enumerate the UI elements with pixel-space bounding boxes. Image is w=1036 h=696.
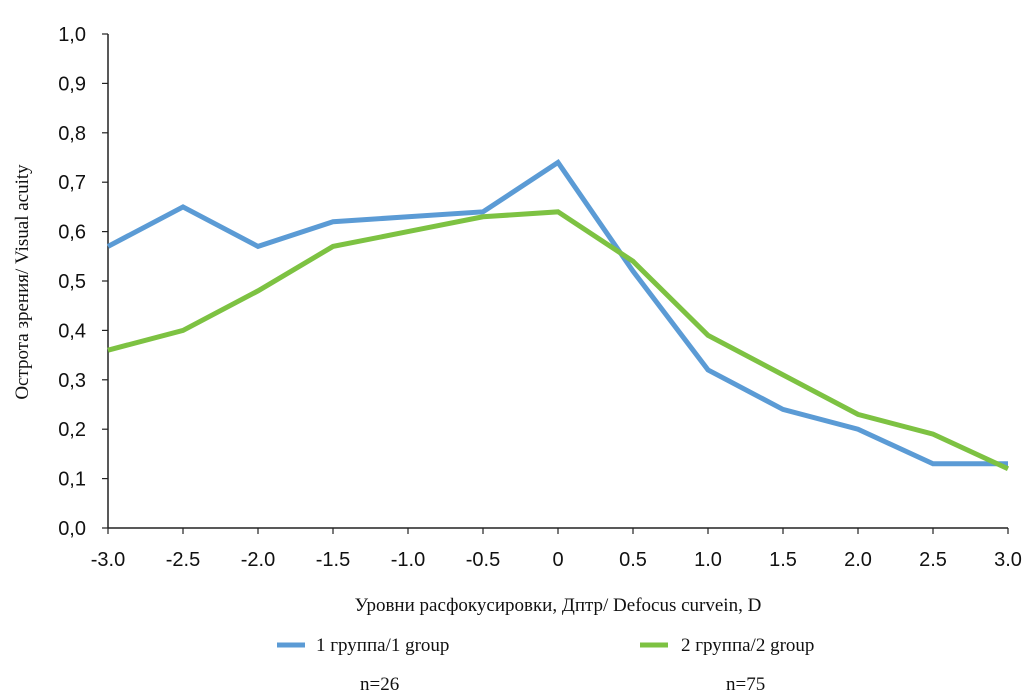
y-axis: 0,0 0,1 0,2 0,3 0,4 0,5 0,6 0,7 0,8 0,9 1,0 xyxy=(58,24,109,540)
y-tick-label: 0,4 xyxy=(58,320,86,342)
x-tick-label: -1.5 xyxy=(316,549,350,571)
x-tick-label: 1.0 xyxy=(694,549,722,571)
x-tick-label: 0 xyxy=(552,549,563,571)
y-tick-label: 0,6 xyxy=(58,222,86,244)
x-axis: -3.0 -2.5 -2.0 -1.5 -1.0 -0.5 0 0.5 1.0 1.5 2.0 2.5… xyxy=(91,527,1022,571)
legend: 1 группа/1 group n=26 2 группа/2 group n… xyxy=(277,635,814,695)
y-tick-label: 0,7 xyxy=(58,172,86,194)
y-tick-label: 0,8 xyxy=(58,123,86,145)
legend-n-group-1: n=26 xyxy=(360,674,399,695)
y-tick-label: 0,3 xyxy=(58,370,86,392)
series-line-group-1 xyxy=(106,159,1008,467)
y-tick-label: 1,0 xyxy=(58,24,86,46)
y-tick-label: 0,5 xyxy=(58,271,86,293)
x-tick-label: 0.5 xyxy=(619,549,647,571)
x-axis-label: Уровни расфокусировки, Дптр/ Defocus cur… xyxy=(355,595,762,616)
y-tick-label: 0,1 xyxy=(58,469,86,491)
legend-n-group-2: n=75 xyxy=(726,674,765,695)
x-tick-label: 3.0 xyxy=(994,549,1022,571)
series-line-group-2 xyxy=(107,209,1010,471)
y-tick-label: 0,2 xyxy=(58,419,86,441)
y-tick-label: 0,9 xyxy=(58,73,86,95)
x-tick-label: 2.5 xyxy=(919,549,947,571)
x-tick-label: -0.5 xyxy=(466,549,500,571)
x-tick-label: -2.0 xyxy=(241,549,275,571)
x-tick-label: -1.0 xyxy=(391,549,425,571)
y-tick-label: 0,0 xyxy=(58,518,86,540)
legend-label-group-1: 1 группа/1 group xyxy=(316,635,449,656)
legend-label-group-2: 2 группа/2 group xyxy=(681,635,814,656)
x-tick-label: 1.5 xyxy=(769,549,797,571)
x-tick-label: -3.0 xyxy=(91,549,125,571)
series-layer xyxy=(106,159,1010,471)
y-axis-label: Острота зрения/ Visual acuity xyxy=(12,164,33,400)
x-tick-label: 2.0 xyxy=(844,549,872,571)
x-tick-label: -2.5 xyxy=(166,549,200,571)
